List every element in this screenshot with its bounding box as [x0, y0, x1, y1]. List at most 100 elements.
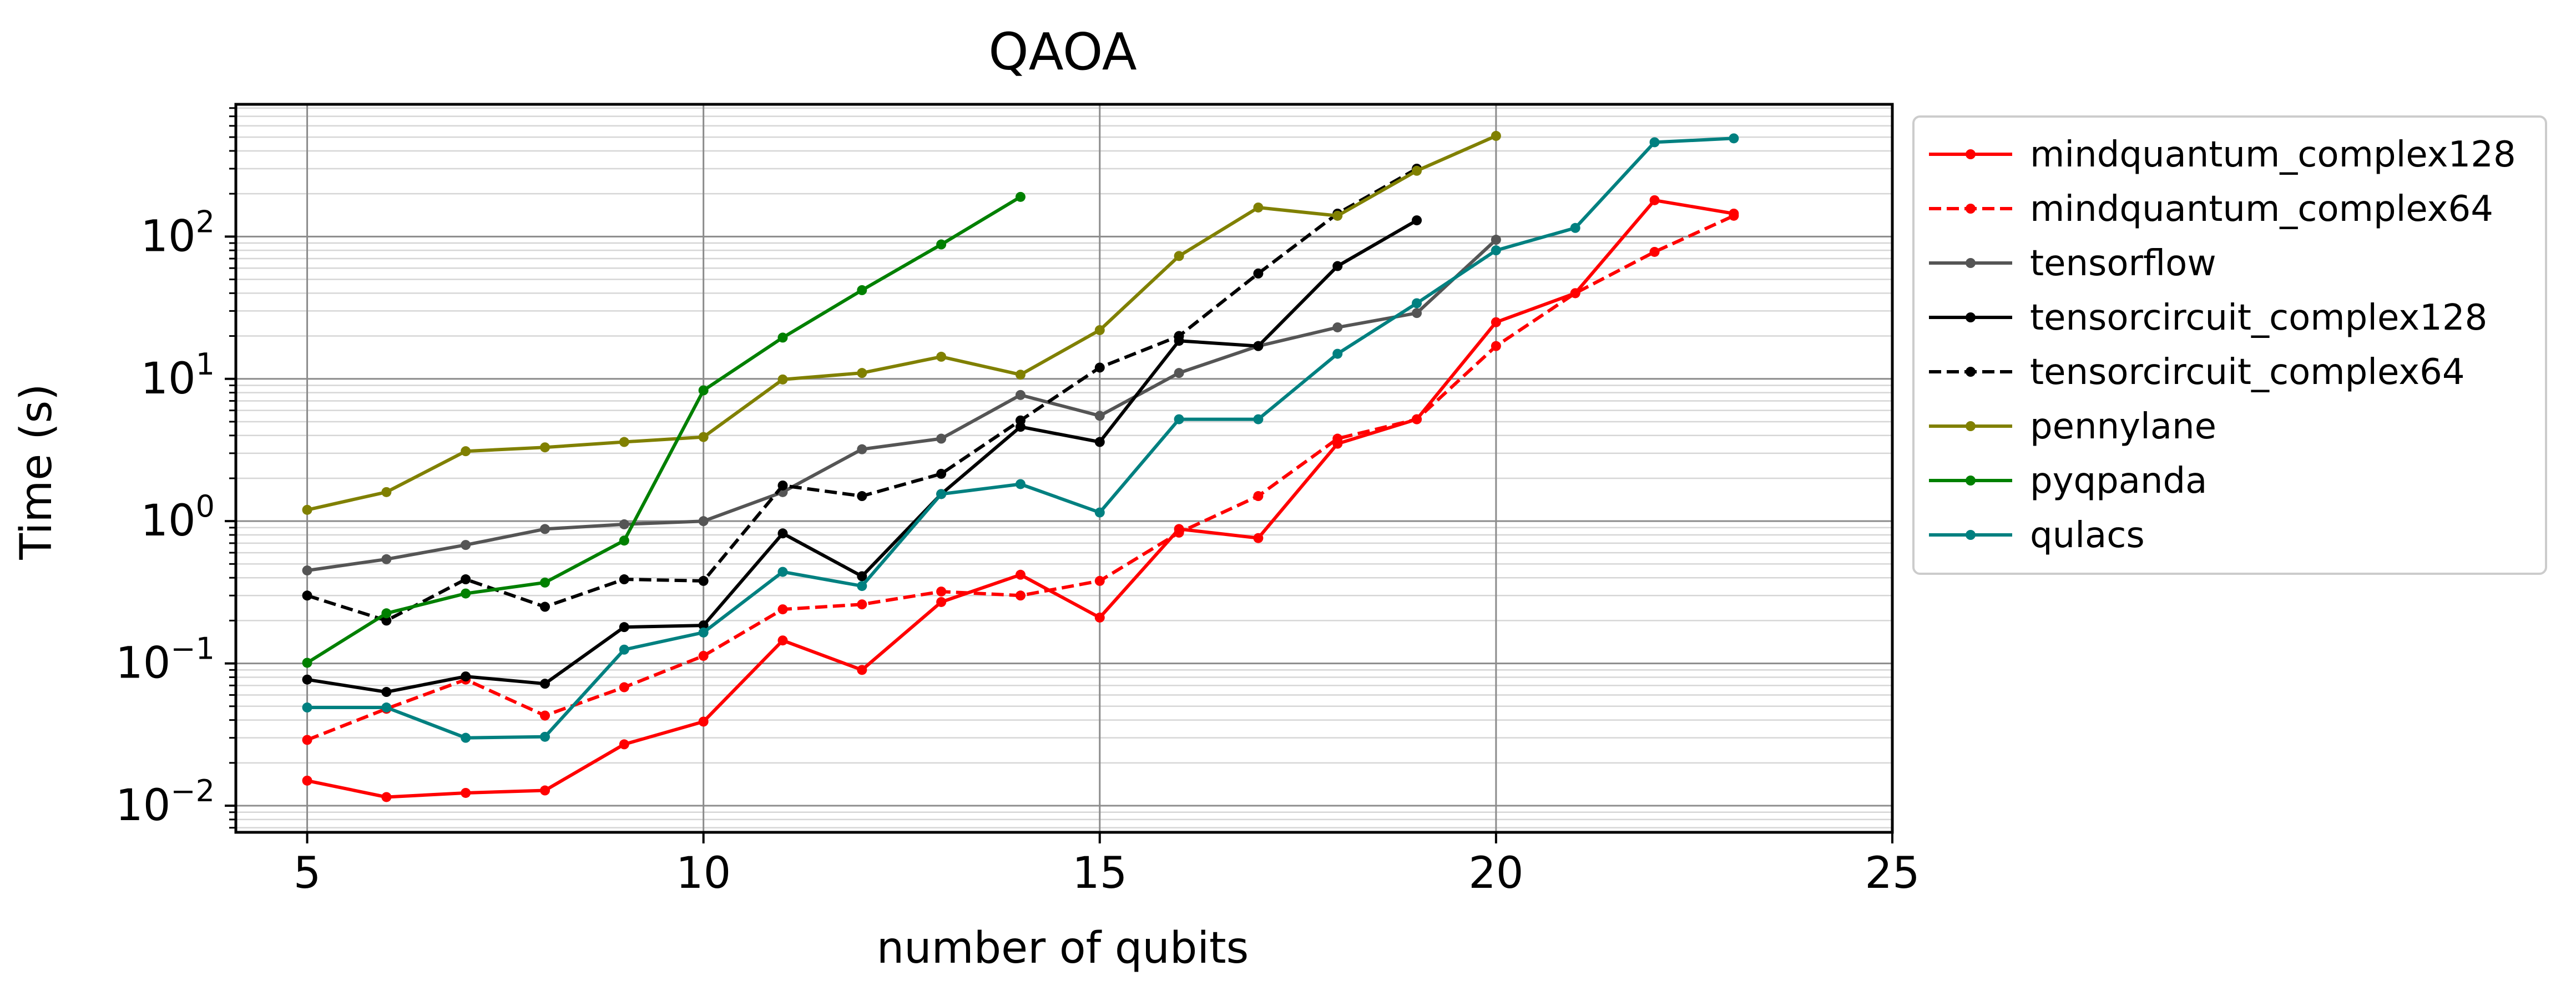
data-point [381, 792, 392, 802]
legend-label: mindquantum_complex128 [2030, 134, 2516, 175]
data-point [1649, 137, 1660, 148]
x-tick-label: 5 [294, 848, 321, 898]
legend-marker [1966, 530, 1976, 540]
data-point [461, 574, 471, 585]
x-tick-label: 15 [1072, 848, 1127, 898]
data-point [461, 446, 471, 457]
legend-marker [1966, 258, 1976, 268]
data-point [619, 682, 629, 692]
data-point [777, 635, 788, 646]
data-point [1015, 390, 1026, 400]
y-tick-exponent: −2 [170, 774, 215, 808]
plot-area-frame [234, 103, 1894, 834]
data-point [857, 491, 867, 502]
data-point [698, 516, 709, 527]
data-point [1412, 308, 1422, 319]
legend-marker [1966, 476, 1976, 486]
data-point [1253, 491, 1264, 502]
legend-item: mindquantum_complex128 [1929, 134, 2516, 175]
legend-marker [1966, 421, 1976, 431]
y-tick-label: 102 [140, 204, 215, 261]
data-point [1729, 210, 1739, 221]
y-tick-base: 10 [115, 639, 170, 689]
data-point [619, 574, 629, 585]
x-tick-label: 25 [1865, 848, 1920, 898]
legend: mindquantum_complex128 mindquantum_comple… [1912, 115, 2547, 575]
y-tick-exponent: −1 [170, 631, 215, 666]
data-point [1332, 348, 1343, 359]
data-point [540, 679, 550, 689]
data-point [857, 665, 867, 675]
legend-item: mindquantum_complex64 [1929, 189, 2493, 230]
data-point [857, 571, 867, 582]
legend-label: tensorcircuit_complex128 [2030, 297, 2487, 338]
series-line [307, 238, 1497, 573]
data-point [857, 581, 867, 592]
data-point [1649, 195, 1660, 205]
data-point [540, 731, 550, 742]
data-point [857, 285, 867, 295]
data-point [1253, 414, 1264, 424]
data-point [381, 487, 392, 497]
data-point [381, 687, 392, 697]
data-point [698, 627, 709, 638]
data-point [1094, 507, 1105, 518]
data-point [540, 785, 550, 796]
data-point [857, 368, 867, 378]
data-point [1174, 368, 1184, 378]
data-point [381, 615, 392, 626]
y-tick-label: 10−1 [115, 631, 215, 689]
data-point [619, 519, 629, 529]
series-pennylane [302, 130, 1501, 515]
y-axis-label: Time (s) [12, 383, 62, 560]
data-point [619, 535, 629, 546]
data-point [1015, 569, 1026, 580]
data-point [1729, 133, 1739, 144]
data-point [540, 601, 550, 612]
data-point [1094, 411, 1105, 421]
data-point [540, 524, 550, 534]
data-point [1174, 527, 1184, 538]
y-tick-exponent: 2 [196, 204, 215, 239]
data-point [1332, 433, 1343, 444]
data-point [619, 437, 629, 447]
data-point [1491, 235, 1501, 245]
data-point [936, 468, 947, 479]
data-point [698, 716, 709, 727]
data-point [1570, 288, 1580, 299]
data-point [1412, 215, 1422, 226]
data-point [698, 432, 709, 442]
data-point [302, 735, 312, 745]
legend-item: tensorcircuit_complex128 [1929, 297, 2487, 338]
data-point [777, 604, 788, 615]
data-point [461, 732, 471, 743]
data-point [1094, 612, 1105, 623]
data-point [1649, 246, 1660, 257]
data-point [461, 540, 471, 550]
data-point [936, 587, 947, 597]
data-point [1015, 590, 1026, 601]
data-point [936, 351, 947, 362]
legend-marker [1966, 367, 1976, 377]
data-point [1015, 191, 1026, 202]
data-point [1094, 575, 1105, 586]
data-point [540, 577, 550, 588]
data-series [302, 130, 1739, 802]
data-point [777, 480, 788, 491]
data-point [698, 385, 709, 396]
data-point [777, 567, 788, 577]
data-point [1094, 325, 1105, 335]
data-point [302, 590, 312, 601]
data-point [540, 710, 550, 721]
legend-item: pennylane [1929, 406, 2216, 447]
data-point [777, 332, 788, 343]
data-point [540, 442, 550, 453]
y-tick-label: 101 [140, 347, 215, 404]
data-point [461, 787, 471, 798]
legend-box [1912, 115, 2547, 575]
legend-label: tensorcircuit_complex64 [2030, 352, 2465, 393]
data-point [1412, 165, 1422, 176]
data-point [1412, 298, 1422, 309]
